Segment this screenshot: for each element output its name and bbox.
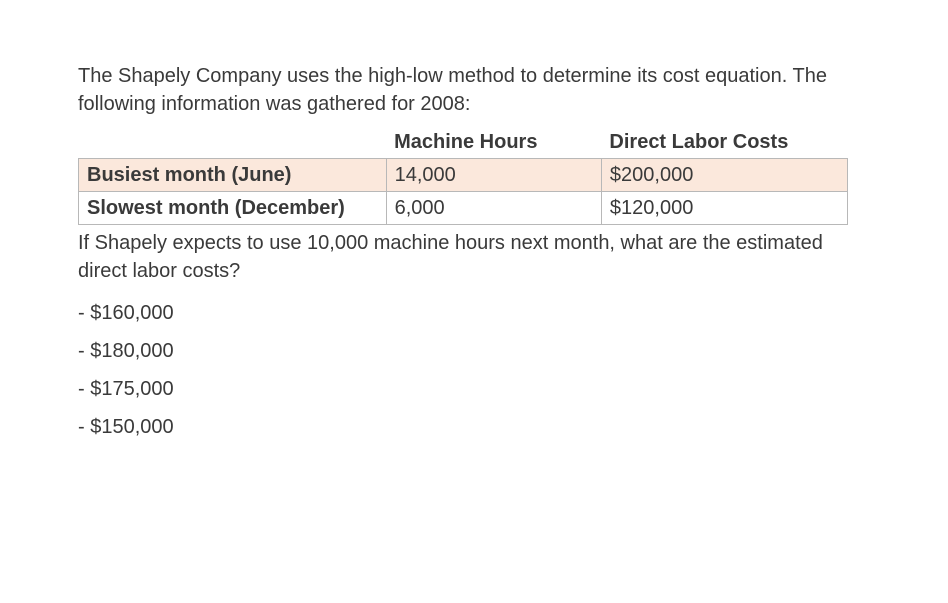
- header-blank: [79, 126, 387, 159]
- question-followup: If Shapely expects to use 10,000 machine…: [78, 229, 870, 285]
- row-label: Busiest month (June): [79, 159, 387, 192]
- row-cost: $200,000: [601, 159, 847, 192]
- row-hours: 6,000: [386, 192, 601, 225]
- row-hours: 14,000: [386, 159, 601, 192]
- header-machine-hours: Machine Hours: [386, 126, 601, 159]
- answer-options: - $160,000 - $180,000 - $175,000 - $150,…: [78, 299, 870, 441]
- header-direct-labor: Direct Labor Costs: [601, 126, 847, 159]
- row-cost: $120,000: [601, 192, 847, 225]
- option-c: - $175,000: [78, 375, 870, 403]
- question-intro: The Shapely Company uses the high-low me…: [78, 62, 870, 118]
- option-a: - $160,000: [78, 299, 870, 327]
- table-row: Slowest month (December) 6,000 $120,000: [79, 192, 848, 225]
- table-row: Busiest month (June) 14,000 $200,000: [79, 159, 848, 192]
- option-d: - $150,000: [78, 413, 870, 441]
- row-label: Slowest month (December): [79, 192, 387, 225]
- table-header-row: Machine Hours Direct Labor Costs: [79, 126, 848, 159]
- option-b: - $180,000: [78, 337, 870, 365]
- data-table: Machine Hours Direct Labor Costs Busiest…: [78, 126, 848, 225]
